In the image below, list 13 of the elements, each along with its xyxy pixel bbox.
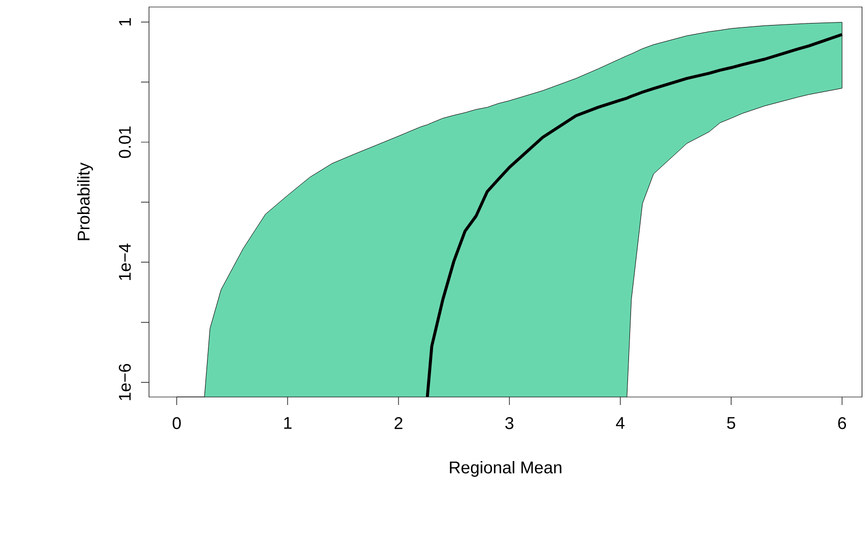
- x-axis-title: Regional Mean: [450, 461, 562, 477]
- y-tick-label: 0.01: [118, 126, 131, 158]
- x-tick-label: 5: [727, 417, 736, 429]
- x-tick-label: 2: [394, 417, 402, 429]
- y-tick-label: 1e−4: [118, 244, 131, 280]
- x-tick-label: 0: [172, 417, 181, 430]
- x-tick-label: 4: [616, 417, 624, 429]
- x-tick-label: 3: [505, 417, 514, 430]
- y-axis-title: Probability: [77, 162, 93, 240]
- y-tick-label: 1: [119, 18, 131, 26]
- x-tick-label: 1: [284, 417, 292, 429]
- x-tick-label: 6: [838, 417, 846, 430]
- y-tick-label: 1e−6: [118, 364, 131, 400]
